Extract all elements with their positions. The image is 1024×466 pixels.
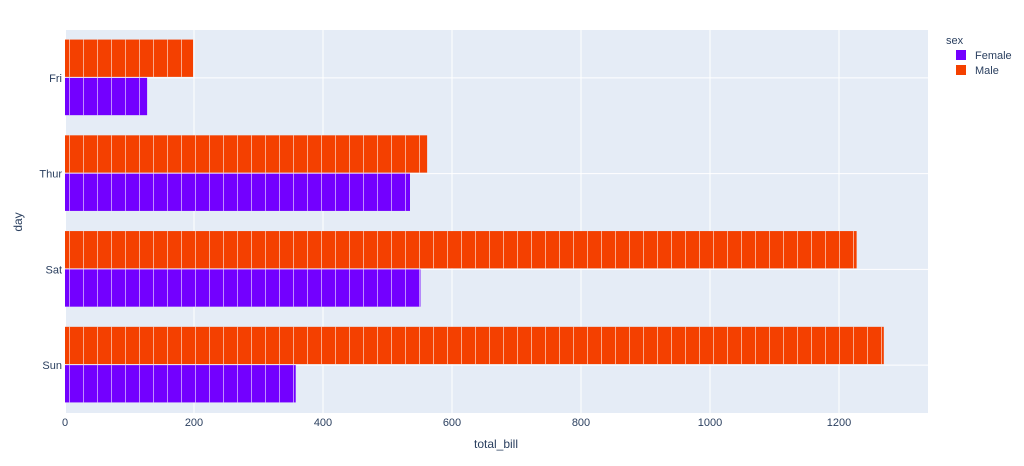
legend-label-female[interactable]: Female xyxy=(975,50,1012,62)
legend-label-male[interactable]: Male xyxy=(975,65,999,77)
legend-swatch-male[interactable] xyxy=(956,65,966,75)
x-tick-label: 0 xyxy=(62,417,68,429)
x-tick-label: 1000 xyxy=(698,417,722,429)
bar-segments xyxy=(65,326,884,365)
x-axis-label: total_bill xyxy=(474,437,518,451)
bar-segments xyxy=(65,39,194,77)
legend-swatch-female[interactable] xyxy=(956,50,966,60)
bar-segments xyxy=(65,77,148,116)
y-tick-label: Sun xyxy=(42,360,62,372)
x-tick-label: 1200 xyxy=(827,417,851,429)
bar-segments xyxy=(65,173,411,211)
legend-title: sex xyxy=(946,35,964,47)
y-axis-label: day xyxy=(11,212,25,231)
x-tick-label: 200 xyxy=(185,417,203,429)
y-tick-label: Sat xyxy=(45,264,62,276)
y-tick-label: Thur xyxy=(39,169,62,181)
bar-segments xyxy=(65,365,296,403)
bar-segments xyxy=(65,269,421,307)
x-tick-label: 800 xyxy=(572,417,590,429)
bar-segments xyxy=(65,231,857,269)
x-tick-label: 600 xyxy=(443,417,461,429)
y-tick-label: Fri xyxy=(49,73,62,85)
legend: sex Female Male xyxy=(946,35,1012,77)
bar-segments xyxy=(65,135,428,173)
x-tick-label: 400 xyxy=(314,417,332,429)
